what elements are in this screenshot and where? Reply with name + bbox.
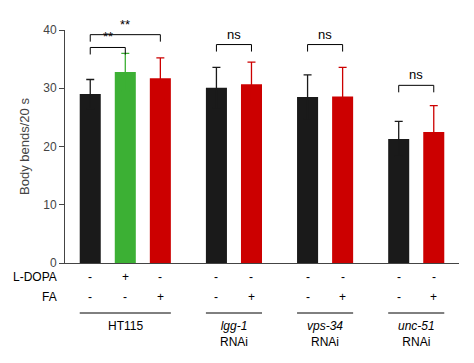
svg-text:-: - [88,290,92,304]
svg-text:FA: FA [42,290,57,304]
svg-text:ns: ns [227,27,241,42]
svg-text:-: - [432,270,436,284]
svg-text:0: 0 [50,256,57,270]
svg-text:-: - [397,270,401,284]
svg-text:20: 20 [43,140,57,154]
svg-text:-: - [306,290,310,304]
svg-text:+: + [157,290,164,304]
svg-text:HT115: HT115 [108,319,143,333]
svg-text:-: - [214,290,218,304]
svg-text:40: 40 [43,23,57,37]
svg-text:**: ** [120,17,130,32]
svg-text:+: + [339,290,346,304]
svg-text:-: - [306,270,310,284]
svg-text:ns: ns [409,67,423,82]
svg-text:+: + [248,290,255,304]
svg-text:unc-51RNAi: unc-51RNAi [398,319,435,349]
svg-text:Body bends/20 s: Body bends/20 s [17,98,32,195]
svg-text:-: - [88,270,92,284]
svg-text:-: - [158,270,162,284]
svg-text:lgg-1RNAi: lgg-1RNAi [220,319,248,349]
svg-text:L-DOPA: L-DOPA [13,270,57,284]
svg-text:-: - [341,270,345,284]
svg-text:-: - [397,290,401,304]
svg-text:ns: ns [318,27,332,42]
svg-text:vps-34RNAi: vps-34RNAi [307,319,343,349]
svg-text:+: + [122,270,129,284]
svg-text:**: ** [103,29,113,44]
svg-text:-: - [123,290,127,304]
svg-text:30: 30 [43,81,57,95]
svg-text:+: + [430,290,437,304]
svg-text:-: - [214,270,218,284]
svg-text:10: 10 [43,198,57,212]
svg-text:-: - [249,270,253,284]
